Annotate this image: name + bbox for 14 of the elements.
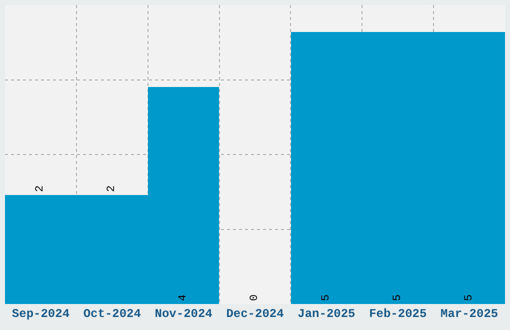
data-label: 5 <box>392 294 404 301</box>
data-label: 2 <box>34 185 46 192</box>
x-tick-label: Feb-2025 <box>369 307 427 321</box>
data-label: 0 <box>249 294 261 301</box>
data-label: 4 <box>178 294 190 301</box>
data-label: 2 <box>106 185 118 192</box>
x-tick-label: Sep-2024 <box>12 307 70 321</box>
x-tick-label: Nov-2024 <box>154 307 212 321</box>
data-label: 5 <box>464 294 476 301</box>
x-tick-label: Dec-2024 <box>226 307 284 321</box>
x-tick-label: Oct-2024 <box>83 307 141 321</box>
x-tick-label: Mar-2025 <box>440 307 498 321</box>
x-tick-label: Jan-2025 <box>298 307 356 321</box>
data-label: 5 <box>320 294 332 301</box>
